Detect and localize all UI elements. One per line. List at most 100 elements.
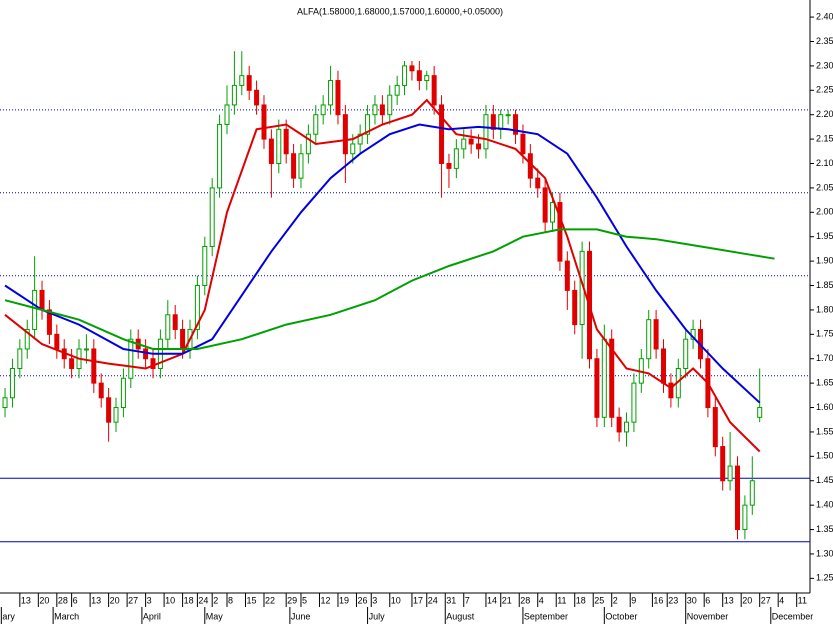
candle-body: [416, 70, 422, 82]
candle-body: [631, 382, 637, 423]
x-tick-label: 5: [302, 595, 307, 605]
candle-body: [113, 407, 119, 423]
candle-body: [535, 177, 541, 189]
candle-body: [180, 328, 186, 350]
x-tick-label: 18: [184, 595, 194, 605]
x-tick-label: 26: [357, 595, 367, 605]
x-tick-label: 20: [742, 595, 752, 605]
x-tick-label: 30: [687, 595, 697, 605]
x-tick-label: 20: [39, 595, 49, 605]
candle-body: [357, 133, 363, 145]
candle-body: [557, 202, 563, 262]
x-tick-label: 21: [502, 595, 512, 605]
y-tick-label: 1.55: [816, 426, 833, 436]
month-label: October: [605, 611, 637, 621]
x-tick-label: 13: [724, 595, 734, 605]
x-tick-label: 14: [487, 595, 497, 605]
candle-body: [91, 348, 97, 384]
candle-body: [402, 65, 408, 86]
moving-average: [4, 228, 775, 350]
candle-body: [461, 138, 467, 150]
x-tick-label: 22: [265, 595, 275, 605]
candle-body: [609, 338, 615, 418]
candle-body: [98, 382, 104, 399]
x-tick-label: 12: [320, 595, 330, 605]
month-label: December: [772, 611, 814, 621]
candle-body: [172, 314, 178, 330]
chart-title: ALFA(1.58000,1.68000,1.57000,1.60000,+0.…: [297, 6, 503, 16]
candle-body: [239, 75, 245, 86]
candle-body: [446, 163, 452, 169]
x-tick-label: 4: [539, 595, 544, 605]
candle-body: [661, 348, 667, 384]
candle-body: [313, 114, 319, 135]
y-tick-label: 1.35: [816, 524, 833, 534]
candle-body: [601, 338, 607, 418]
candle-body: [305, 133, 311, 155]
candle-body: [749, 480, 755, 506]
candle-body: [128, 338, 134, 379]
x-tick-label: 11: [798, 595, 807, 605]
candle-body: [54, 333, 60, 350]
candle-body: [453, 148, 459, 169]
y-tick-label: 1.75: [816, 329, 833, 339]
candle-body: [572, 289, 578, 326]
x-tick-label: 15: [246, 595, 256, 605]
x-tick-label: 24: [428, 595, 438, 605]
x-tick-label: 6: [73, 595, 78, 605]
x-tick-label: 9: [631, 595, 636, 605]
candle-body: [120, 377, 126, 409]
candle-body: [150, 358, 156, 369]
candle-body: [624, 421, 630, 433]
candle-body: [550, 202, 556, 223]
candle-body: [194, 285, 200, 330]
candle-body: [742, 504, 748, 531]
candle-body: [372, 104, 378, 116]
month-label: July: [369, 611, 386, 621]
candle-body: [328, 80, 334, 106]
candle-body: [202, 245, 208, 287]
candle-body: [498, 114, 504, 130]
candle-body: [268, 138, 274, 165]
y-tick-label: 2.00: [816, 207, 833, 217]
candle-body: [17, 348, 23, 369]
y-tick-label: 1.95: [816, 231, 833, 241]
y-tick-label: 2.40: [816, 11, 833, 21]
candle-body: [165, 314, 171, 340]
month-label: ary: [2, 611, 15, 621]
y-tick-label: 1.85: [816, 280, 833, 290]
candle-body: [476, 143, 482, 150]
candle-body: [320, 104, 326, 116]
candle-body: [564, 260, 570, 291]
month-label: September: [524, 611, 568, 621]
x-tick-label: 19: [339, 595, 349, 605]
candle-body: [217, 123, 223, 189]
candle-body: [490, 114, 496, 130]
candle-body: [542, 187, 548, 223]
x-tick-label: 10: [391, 595, 401, 605]
x-tick-label: 25: [594, 595, 604, 605]
y-tick-label: 2.25: [816, 85, 833, 95]
candle-body: [335, 80, 341, 116]
candle-body: [520, 133, 526, 155]
candle-body: [394, 84, 400, 96]
candle-body: [757, 407, 763, 418]
y-tick-label: 1.40: [816, 500, 833, 510]
candle-body: [734, 465, 740, 531]
y-tick-label: 2.30: [816, 60, 833, 70]
x-tick-label: 2: [613, 595, 618, 605]
x-tick-label: 31: [446, 595, 456, 605]
y-tick-label: 1.70: [816, 353, 833, 363]
month-label: June: [291, 611, 311, 621]
y-tick-label: 2.20: [816, 109, 833, 119]
x-tick-label: 3: [147, 595, 152, 605]
x-tick-label: 24: [198, 595, 208, 605]
month-label: August: [446, 611, 475, 621]
candle-body: [653, 319, 659, 350]
x-tick-label: 17: [413, 595, 423, 605]
candle-body: [83, 348, 89, 351]
candle-body: [646, 319, 652, 360]
x-tick-label: 20: [110, 595, 120, 605]
